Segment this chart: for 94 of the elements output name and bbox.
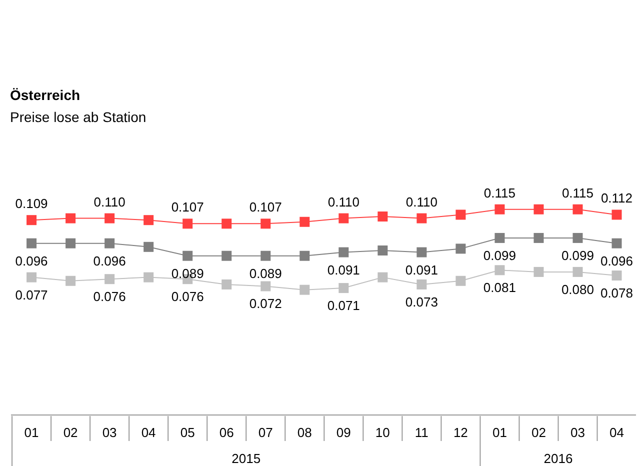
- point: [300, 284, 310, 295]
- data-label: 0.109: [15, 196, 48, 212]
- point: [66, 276, 76, 286]
- point: [612, 238, 622, 248]
- x-tick-label: 01: [24, 425, 39, 440]
- point: [260, 281, 271, 292]
- x-tick-label: 06: [219, 425, 234, 440]
- point: [378, 245, 388, 256]
- point: [378, 212, 388, 222]
- point: [338, 247, 349, 258]
- data-label: 0.073: [405, 294, 438, 310]
- data-label: 0.089: [249, 266, 282, 281]
- point: [222, 279, 232, 290]
- data-label: 0.110: [328, 194, 360, 210]
- x-tick-label: 03: [102, 425, 117, 440]
- chart-title: Österreich: [10, 87, 80, 103]
- point: [222, 218, 232, 229]
- point: [222, 250, 232, 261]
- data-label: 0.110: [94, 194, 126, 210]
- point: [144, 215, 154, 226]
- data-label: 0.091: [405, 262, 438, 278]
- data-label: 0.076: [93, 289, 126, 304]
- point: [494, 265, 505, 276]
- point: [416, 279, 427, 290]
- data-label: 0.081: [483, 280, 516, 296]
- point: [456, 244, 466, 254]
- x-tick-label: 02: [63, 425, 78, 440]
- point: [104, 274, 115, 284]
- data-label: 0.077: [15, 287, 48, 302]
- point: [572, 232, 583, 243]
- point: [456, 276, 466, 286]
- point: [534, 232, 544, 243]
- point: [572, 266, 583, 277]
- point: [300, 250, 310, 261]
- point: [494, 232, 505, 243]
- point: [104, 238, 115, 248]
- point: [182, 250, 193, 261]
- data-label: 0.076: [171, 289, 204, 304]
- x-tick-label: 09: [336, 425, 351, 440]
- point: [260, 218, 271, 229]
- point: [26, 272, 37, 282]
- x-tick-label: 10: [375, 425, 390, 440]
- point: [534, 266, 544, 277]
- point: [612, 270, 622, 281]
- data-label: 0.078: [600, 286, 634, 301]
- x-tick-label: 03: [570, 425, 585, 440]
- x-tick-label: 02: [531, 425, 546, 440]
- data-label: 0.091: [327, 262, 360, 278]
- point: [26, 215, 37, 226]
- data-label: 0.096: [93, 253, 126, 268]
- data-label: 0.096: [15, 253, 48, 268]
- point: [182, 218, 193, 229]
- x-tick-label: 08: [297, 425, 312, 440]
- data-label: 0.112: [600, 190, 633, 206]
- x-tick-label: 04: [610, 425, 624, 440]
- x-tick-label: 12: [453, 425, 468, 440]
- point: [26, 238, 37, 248]
- point: [104, 213, 115, 224]
- data-label: 0.099: [483, 248, 516, 263]
- point: [416, 247, 427, 258]
- data-label: 0.080: [561, 282, 594, 297]
- point: [260, 250, 271, 261]
- x-tick-label: 04: [141, 425, 156, 440]
- x-tick-label: 07: [258, 425, 273, 440]
- data-label: 0.115: [484, 185, 516, 200]
- data-label: 0.110: [406, 194, 438, 210]
- data-label: 0.099: [561, 248, 594, 263]
- chart-subtitle: Preise lose ab Station: [10, 109, 146, 125]
- x-tick-label: 01: [492, 425, 507, 440]
- data-label: 0.115: [562, 185, 594, 200]
- point: [338, 283, 349, 294]
- point: [144, 242, 154, 252]
- data-label: 0.072: [249, 296, 282, 312]
- point: [456, 210, 466, 220]
- x-tick-label: 11: [414, 425, 428, 440]
- point: [338, 213, 349, 224]
- data-label: 0.107: [171, 200, 204, 215]
- data-label: 0.107: [249, 200, 282, 215]
- data-label: 0.071: [327, 298, 360, 314]
- point: [416, 213, 427, 224]
- point: [612, 210, 622, 220]
- x-tick-label: 05: [180, 425, 195, 440]
- text: 2016: [544, 451, 573, 466]
- point: [378, 272, 388, 282]
- data-label: 0.096: [600, 253, 634, 268]
- point: [144, 272, 154, 282]
- text: 2015: [232, 451, 261, 466]
- point: [534, 204, 544, 214]
- point: [572, 204, 583, 214]
- point: [494, 204, 505, 214]
- point: [66, 213, 76, 224]
- data-label: 0.089: [171, 266, 204, 281]
- point: [300, 216, 310, 227]
- point: [66, 238, 76, 248]
